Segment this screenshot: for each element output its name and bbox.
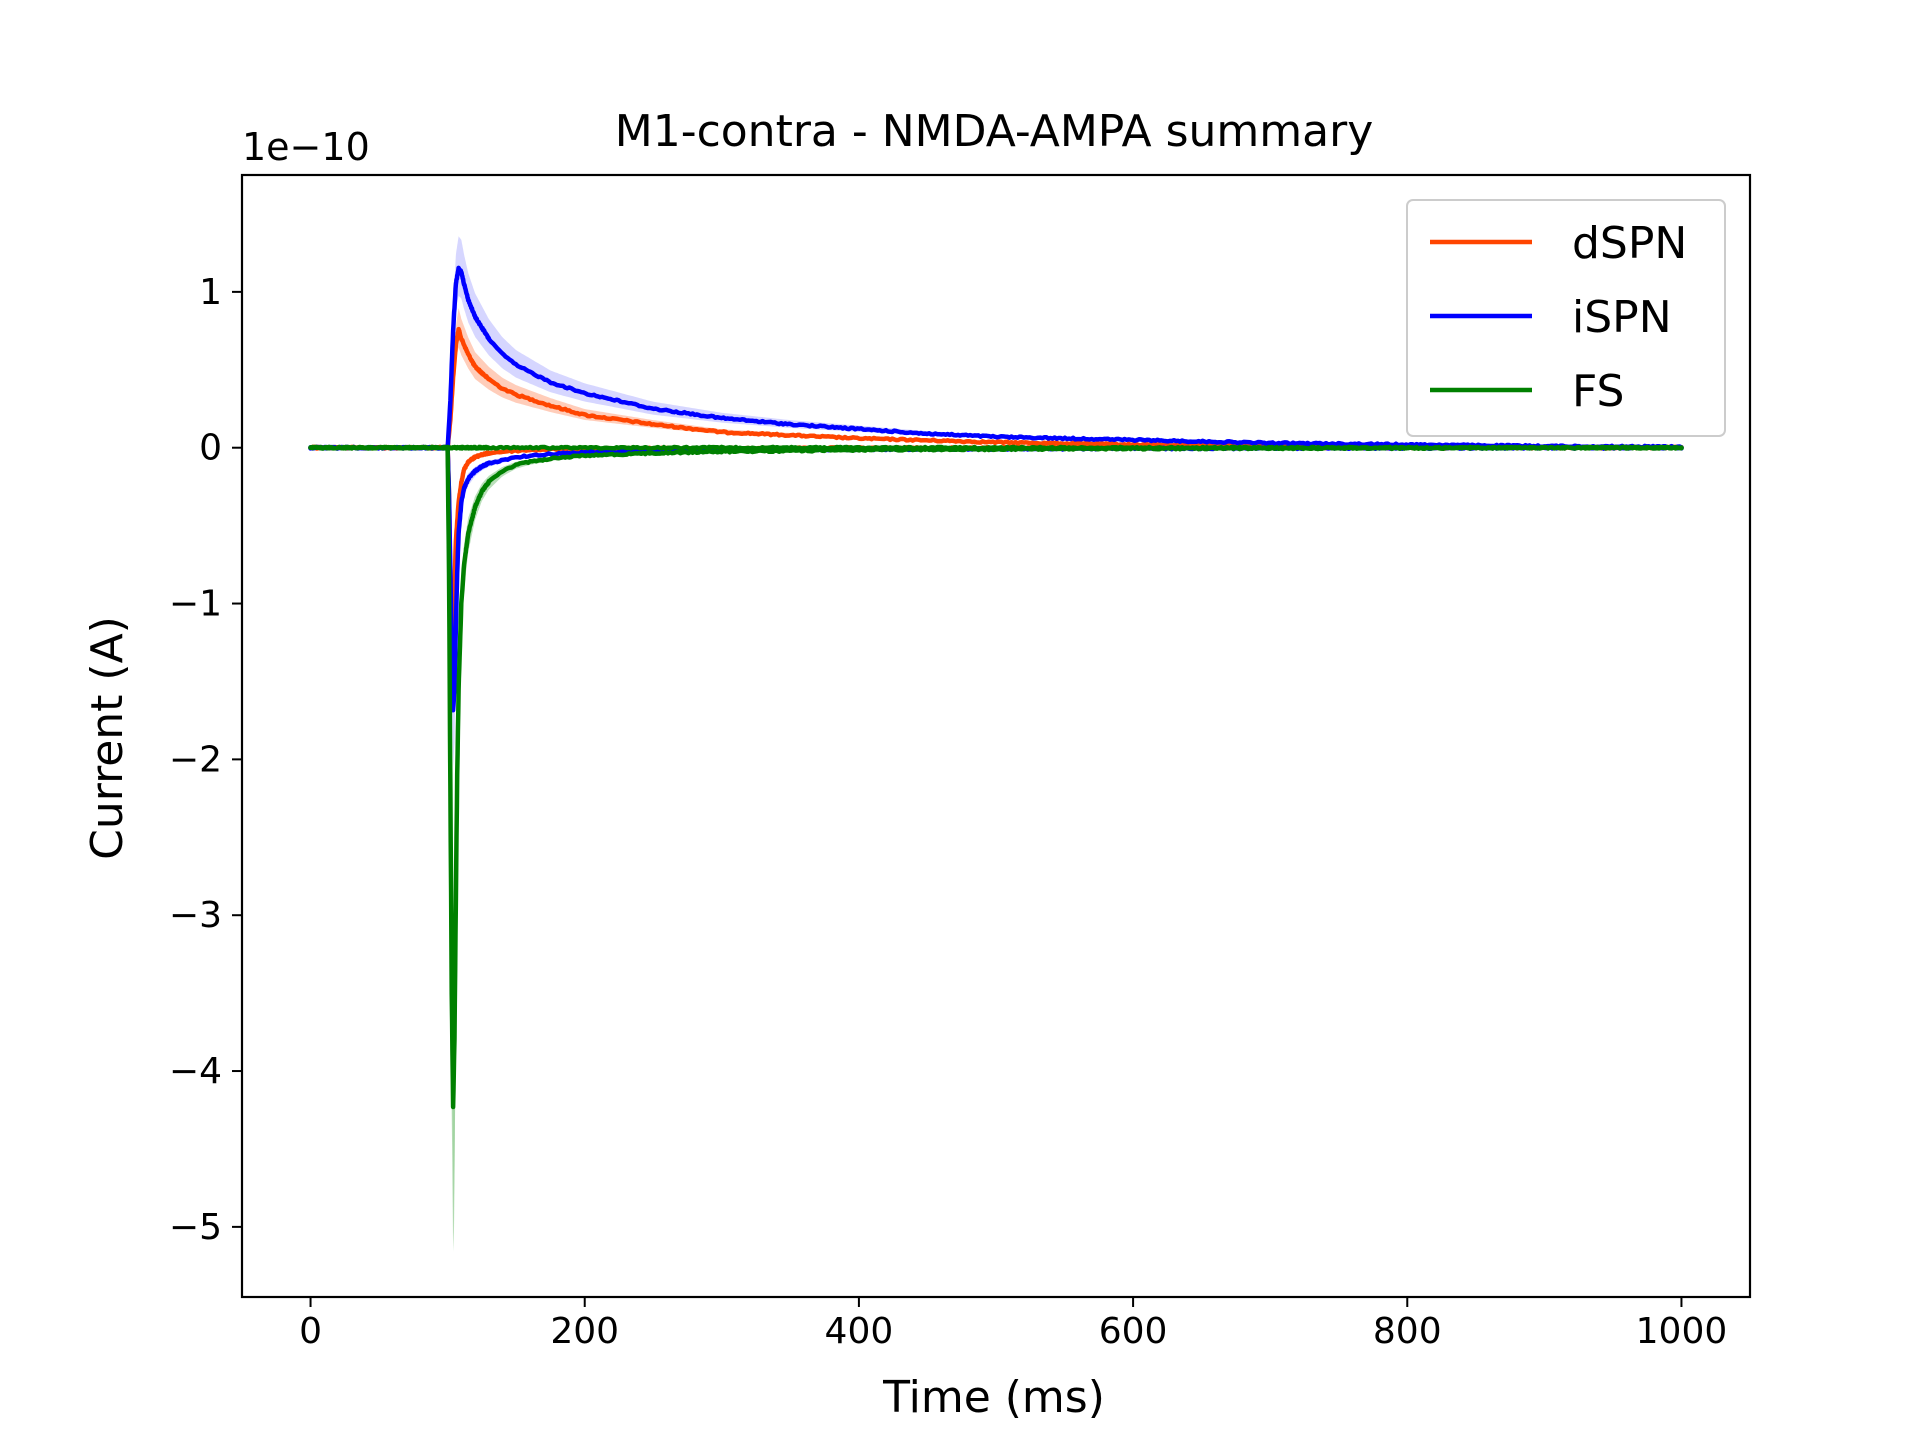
- y-tick-label: 1: [199, 272, 222, 313]
- fs-line-lower: [308, 444, 1684, 1110]
- y-tick-label: −4: [169, 1051, 222, 1092]
- y-tick-label: −3: [169, 895, 222, 936]
- y-tick-label: 0: [199, 428, 222, 469]
- legend: dSPN iSPN FS: [1406, 199, 1726, 437]
- x-tick-label: 400: [825, 1311, 894, 1352]
- legend-label-fs: FS: [1572, 366, 1624, 417]
- axes-frame: [240, 173, 1752, 1299]
- y-tick-label: −2: [169, 739, 222, 780]
- y-tick-label: −5: [169, 1207, 222, 1248]
- y-axis-offset-label: 1e−10: [242, 125, 370, 169]
- legend-box: [1406, 199, 1726, 437]
- x-axis-ticks: 0 200 400 600 800 1000: [299, 1297, 1727, 1352]
- chart-title: M1-contra - NMDA-AMPA summary: [615, 106, 1374, 157]
- x-axis-label: Time (ms): [882, 1372, 1105, 1423]
- ispn-line-upper: [308, 265, 1684, 451]
- x-tick-label: 200: [550, 1311, 619, 1352]
- plot-area: [240, 173, 1752, 1299]
- x-tick-label: 800: [1373, 1311, 1442, 1352]
- legend-label-ispn: iSPN: [1572, 292, 1672, 343]
- x-tick-label: 0: [299, 1311, 322, 1352]
- y-axis-ticks: 1 0 −1 −2 −3 −4 −5: [169, 272, 242, 1248]
- y-tick-label: −1: [169, 584, 222, 625]
- legend-label-dspn: dSPN: [1572, 218, 1687, 269]
- x-tick-label: 600: [1099, 1311, 1168, 1352]
- y-axis-label: Current (A): [82, 616, 133, 860]
- x-tick-label: 1000: [1636, 1311, 1728, 1352]
- fs-band-tail: [452, 1102, 456, 1251]
